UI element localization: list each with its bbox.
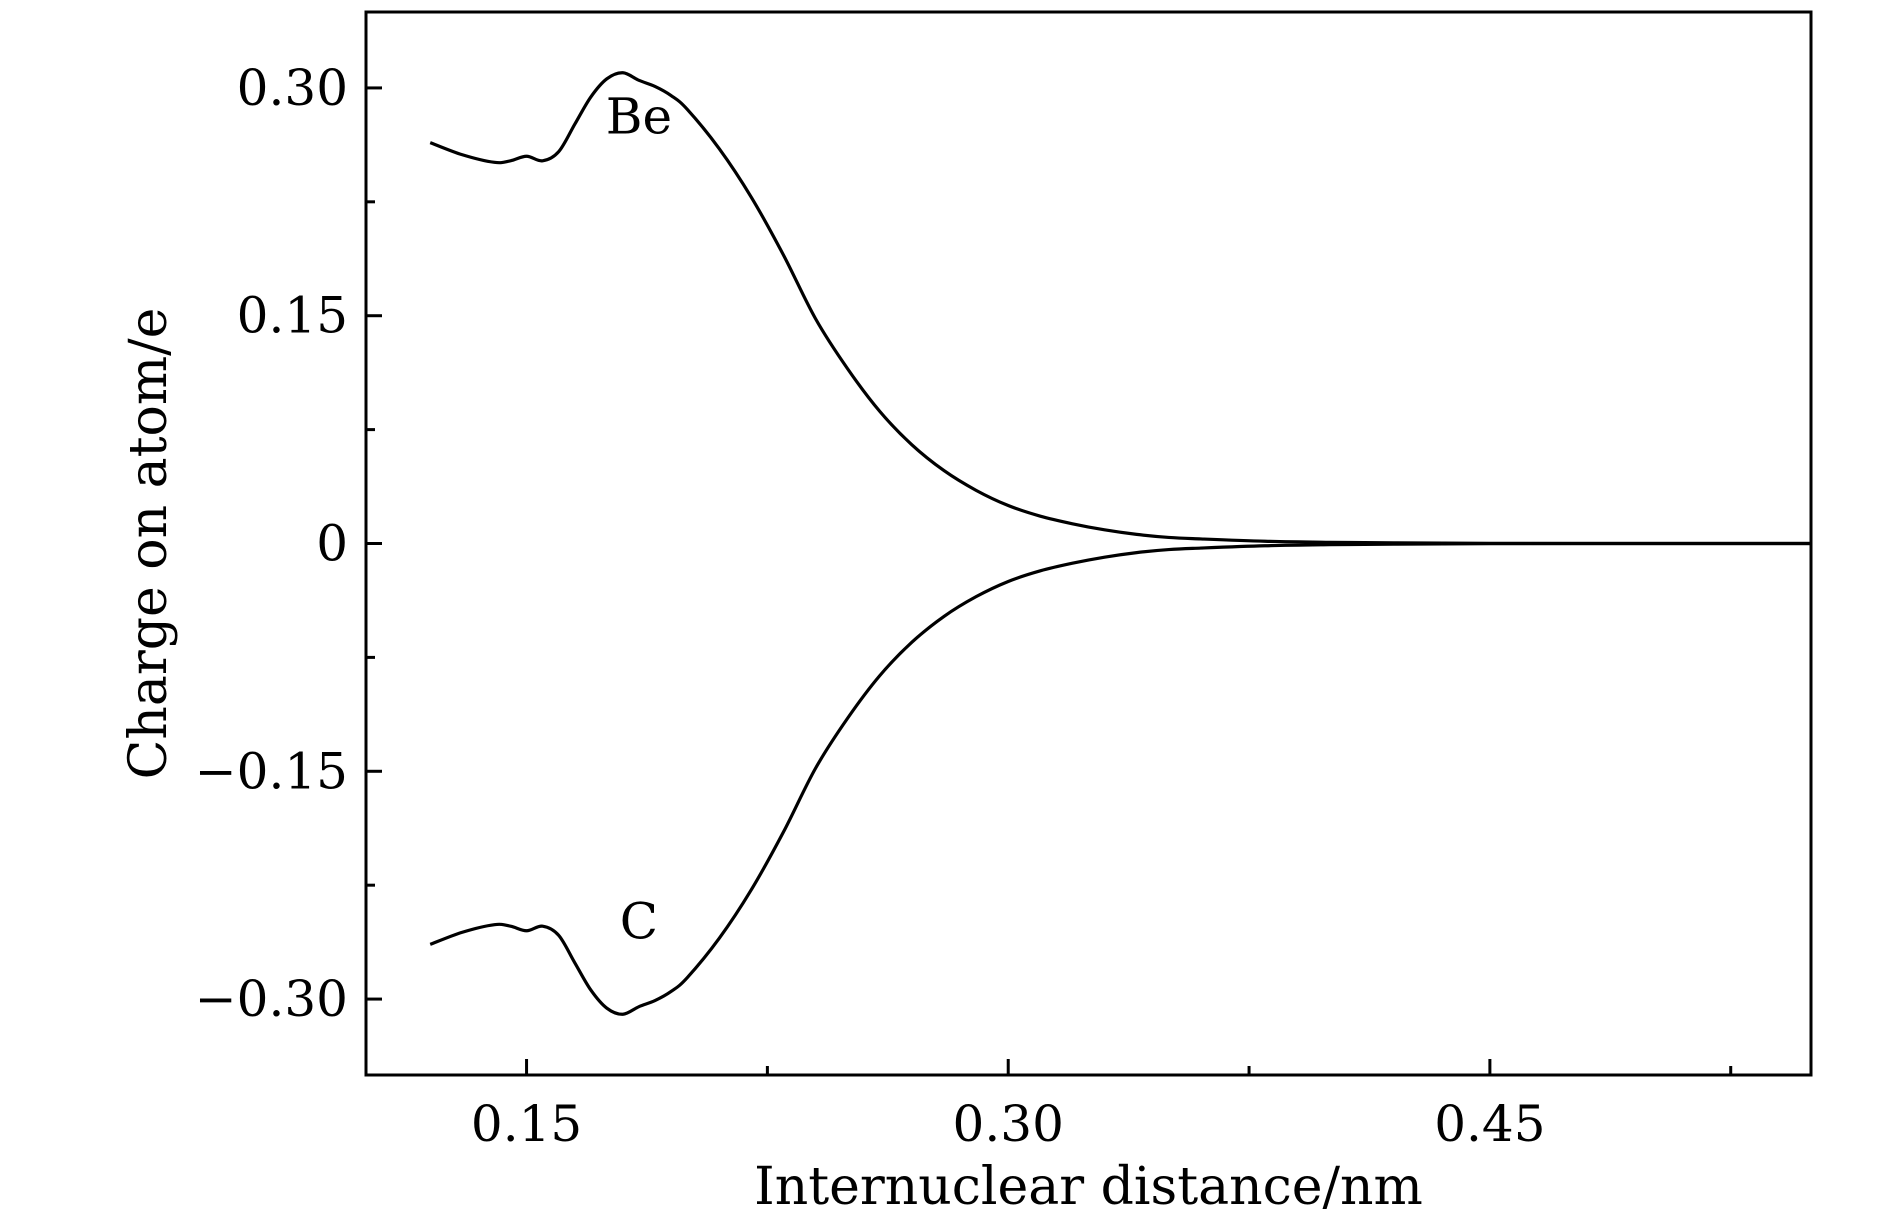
series-line-be [429,71,1812,546]
ticks [366,86,1733,1075]
series-line-c [429,541,1812,1016]
y-tick-label: −0.30 [195,970,348,1028]
tick-labels: 0.15 0.30 0.45 0.30 0.15 0 −0.15 −0.30 [195,59,1546,1153]
x-tick-label: 0.15 [471,1095,582,1153]
y-tick-label: 0.30 [237,59,348,117]
y-tick-label: 0.15 [237,287,348,345]
x-tick-label: 0.45 [1434,1095,1545,1153]
series-group [429,71,1812,1016]
x-tick-label: 0.30 [953,1095,1064,1153]
annotations: Be C [606,87,672,950]
y-tick-label: −0.15 [195,742,348,800]
y-axis-label: Charge on atom/e [119,308,179,780]
series-label-be: Be [606,87,672,145]
series-label-c: C [620,892,658,950]
x-axis-label: Internuclear distance/nm [754,1157,1423,1217]
y-tick-label: 0 [316,515,348,573]
